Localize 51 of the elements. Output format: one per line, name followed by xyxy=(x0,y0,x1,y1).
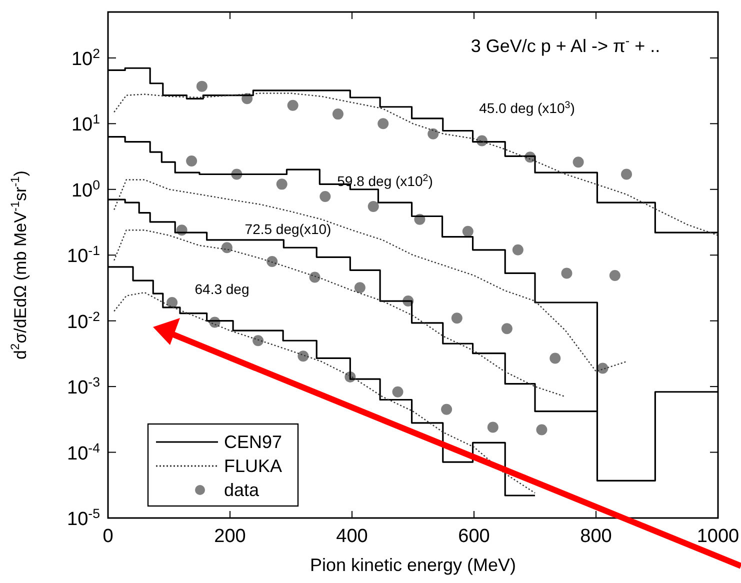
x-tick-label: 200 xyxy=(214,526,246,547)
x-tick-label: 600 xyxy=(458,526,490,547)
point xyxy=(487,422,498,433)
point xyxy=(332,108,344,120)
x-tick-label: 400 xyxy=(336,526,368,547)
point xyxy=(252,335,264,346)
legend-label: CEN97 xyxy=(224,432,282,452)
point xyxy=(392,386,404,398)
point xyxy=(451,312,462,324)
point xyxy=(501,323,512,334)
legend-label: FLUKA xyxy=(224,456,282,476)
annotation: 72.5 deg(x10) xyxy=(244,221,332,237)
annotation: 64.3 deg xyxy=(194,281,250,297)
point xyxy=(221,242,232,254)
point xyxy=(378,118,389,130)
x-tick-label: 1000 xyxy=(696,526,740,547)
y-tick-label: 10$^{2}$ xyxy=(71,45,100,70)
y-tick-label: 10$^{0}$ xyxy=(71,176,100,202)
point xyxy=(354,282,366,294)
x-tick-label: 0 xyxy=(102,526,114,547)
point xyxy=(512,244,524,256)
x-axis-title: Pion kinetic energy (MeV) xyxy=(310,555,516,575)
point xyxy=(536,424,548,436)
annotation: 45.0 deg (x10$^{3}$) xyxy=(479,100,575,116)
y-tick-label: 10$^{-1}$ xyxy=(67,242,100,268)
point xyxy=(276,178,288,190)
y-tick-label: 10$^{-4}$ xyxy=(67,440,100,464)
y-tick-label: 10$^{-2}$ xyxy=(67,308,100,333)
point xyxy=(428,128,439,140)
y-tick-label: 10$^{-3}$ xyxy=(67,374,100,399)
point xyxy=(462,226,474,237)
y-tick-label: 10$^{1}$ xyxy=(71,111,100,136)
point xyxy=(320,190,331,202)
point xyxy=(561,268,572,279)
point xyxy=(298,350,309,362)
point xyxy=(186,156,198,167)
point xyxy=(441,404,452,415)
point xyxy=(621,168,632,180)
point xyxy=(572,156,584,168)
legend-label: data xyxy=(224,480,260,500)
point xyxy=(196,80,208,92)
x-tick-label: 800 xyxy=(580,526,612,547)
point xyxy=(287,100,298,111)
y-tick-label: 10$^{-5}$ xyxy=(67,506,100,530)
point xyxy=(550,352,561,364)
point xyxy=(368,200,379,212)
point xyxy=(609,270,620,281)
line-series xyxy=(114,92,718,236)
point xyxy=(309,272,320,283)
point xyxy=(266,256,278,267)
text: 3 GeV/c p + Al -> π$^{-}$ + .. xyxy=(470,34,660,56)
